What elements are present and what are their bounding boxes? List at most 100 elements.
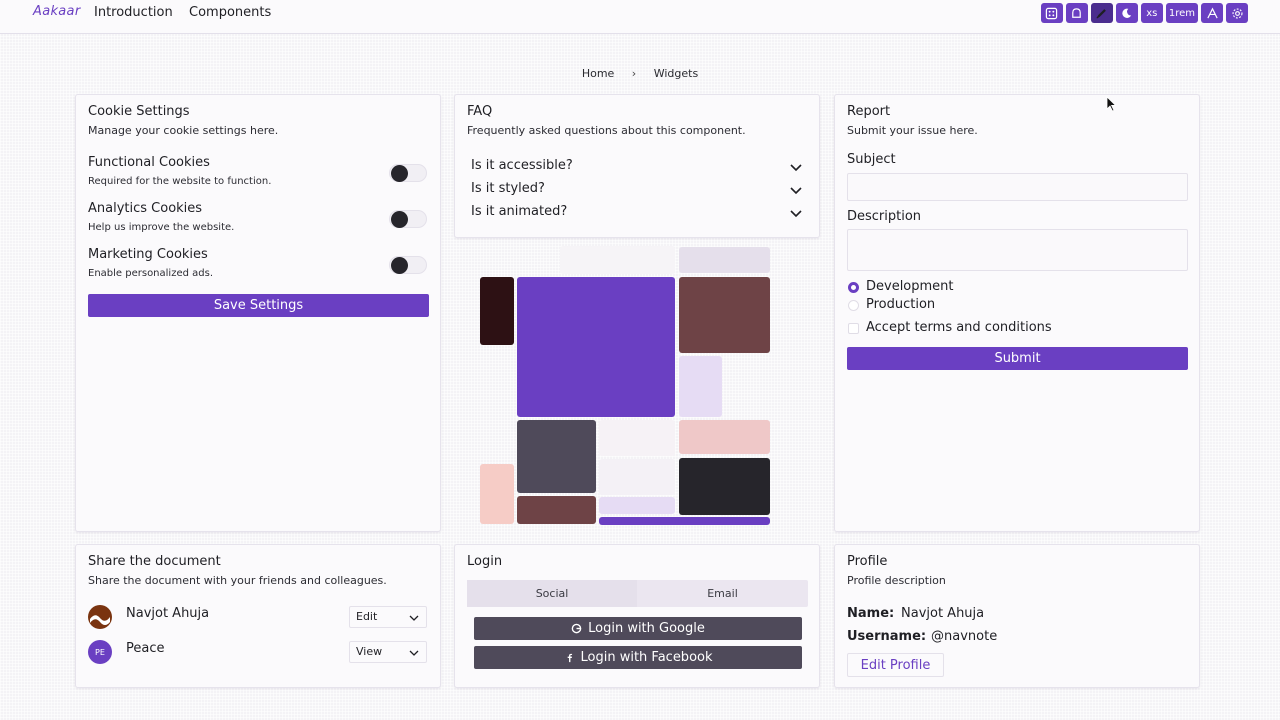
faq-question: Is it animated? [471, 204, 568, 219]
mouse-cursor-icon [1106, 96, 1117, 112]
color-tile [560, 246, 675, 274]
functional-cookies-toggle[interactable] [389, 164, 427, 182]
marketing-cookies-title: Marketing Cookies [88, 247, 208, 262]
card-title: Share the document [88, 554, 221, 569]
chevron-down-icon [409, 650, 419, 656]
radio-development[interactable] [848, 282, 859, 293]
card-subtitle: Share the document with your friends and… [88, 574, 387, 587]
radio-production[interactable] [848, 300, 859, 311]
card-subtitle: Frequently asked questions about this co… [467, 124, 746, 137]
color-tile [679, 458, 770, 515]
chevron-down-icon [790, 187, 802, 195]
chevron-down-icon [790, 164, 802, 172]
radio-development-label: Development [866, 279, 954, 294]
login-facebook-button[interactable]: Login with Facebook [474, 646, 802, 669]
faq-question: Is it styled? [471, 181, 545, 196]
faq-item[interactable]: Is it animated? [471, 204, 803, 226]
faq-question: Is it accessible? [471, 158, 573, 173]
toggle-knob [391, 165, 408, 182]
color-tile [679, 277, 770, 353]
submit-button[interactable]: Submit [847, 347, 1188, 370]
username-value: @navnote [931, 629, 998, 644]
radio-production-label: Production [866, 297, 936, 312]
color-tile [599, 420, 675, 456]
login-google-button[interactable]: Login with Google [474, 617, 802, 640]
color-tile [517, 420, 596, 493]
login-google-label: Login with Google [588, 621, 705, 636]
toolbar: xs 1rem [1040, 3, 1248, 23]
settings-icon[interactable] [1226, 3, 1248, 23]
color-tile [679, 356, 722, 417]
permission-value: Edit [356, 610, 378, 623]
terms-checkbox[interactable] [848, 323, 859, 334]
logo[interactable]: Aakaar [33, 4, 81, 19]
profile-card: Profile Profile description Name: Navjot… [834, 544, 1200, 688]
share-card: Share the document Share the document wi… [75, 544, 441, 688]
card-title: Cookie Settings [88, 104, 190, 119]
top-bar: Aakaar Introduction Components xs 1rem [0, 0, 1280, 34]
permission-select[interactable]: View [349, 641, 427, 663]
nav-introduction[interactable]: Introduction [94, 5, 173, 20]
color-tile [517, 277, 675, 417]
description-textarea[interactable] [847, 229, 1188, 271]
permission-value: View [356, 645, 383, 658]
avatar: PE [88, 640, 112, 664]
shape-icon[interactable] [1065, 3, 1088, 23]
functional-cookies-desc: Required for the website to function. [88, 176, 272, 187]
analytics-cookies-desc: Help us improve the website. [88, 222, 235, 233]
tab-social[interactable]: Social [467, 580, 637, 607]
breadcrumb: Home › Widgets [0, 67, 1280, 80]
edit-profile-button[interactable]: Edit Profile [847, 653, 944, 677]
card-subtitle: Profile description [847, 574, 946, 587]
name-label: Name: [847, 606, 895, 621]
card-title: FAQ [467, 104, 493, 119]
chevron-right-icon: › [631, 67, 637, 80]
color-tile [480, 464, 514, 524]
color-tile [599, 459, 675, 495]
avatar-image [90, 615, 110, 625]
marketing-cookies-desc: Enable personalized ads. [88, 268, 213, 279]
moon-icon[interactable] [1115, 3, 1138, 23]
functional-cookies-title: Functional Cookies [88, 155, 210, 170]
breadcrumb-home[interactable]: Home [581, 67, 615, 80]
description-label: Description [847, 209, 922, 224]
breadcrumb-current: Widgets [653, 67, 699, 80]
permission-select[interactable]: Edit [349, 606, 427, 628]
analytics-cookies-title: Analytics Cookies [88, 201, 203, 216]
login-card: Login Social Email Login with Google Log… [454, 544, 820, 688]
brush-icon[interactable] [1090, 3, 1113, 23]
toggle-knob [391, 211, 408, 228]
card-subtitle: Manage your cookie settings here. [88, 124, 279, 137]
color-tile [480, 277, 514, 345]
toggle-knob [391, 257, 408, 274]
card-title: Profile [847, 554, 888, 569]
analytics-cookies-toggle[interactable] [389, 210, 427, 228]
nav-components[interactable]: Components [189, 5, 272, 20]
facebook-icon [567, 653, 572, 663]
google-icon [571, 623, 582, 634]
cookie-settings-card: Cookie Settings Manage your cookie setti… [75, 94, 441, 532]
card-title: Login [467, 554, 503, 569]
spacing-button[interactable]: 1rem [1165, 3, 1198, 23]
marketing-cookies-toggle[interactable] [389, 256, 427, 274]
save-settings-button[interactable]: Save Settings [88, 294, 429, 317]
subject-input[interactable] [847, 173, 1188, 201]
color-tile [679, 420, 770, 454]
faq-item[interactable]: Is it styled? [471, 181, 803, 203]
faq-item[interactable]: Is it accessible? [471, 158, 803, 180]
color-tile [679, 247, 770, 273]
subject-label: Subject [847, 152, 896, 167]
chevron-down-icon [790, 210, 802, 218]
report-card: Report Submit your issue here. Subject D… [834, 94, 1200, 532]
username-label: Username: [847, 629, 927, 644]
avatar [88, 605, 112, 629]
tab-email[interactable]: Email [707, 587, 738, 600]
size-button[interactable]: xs [1140, 3, 1163, 23]
person-name: Peace [126, 641, 165, 656]
login-facebook-label: Login with Facebook [580, 650, 713, 665]
dice-icon[interactable] [1040, 3, 1063, 23]
chevron-down-icon [409, 615, 419, 621]
font-icon[interactable] [1201, 3, 1223, 23]
login-tabs: Social Email [467, 580, 808, 607]
name-value: Navjot Ahuja [901, 606, 985, 621]
